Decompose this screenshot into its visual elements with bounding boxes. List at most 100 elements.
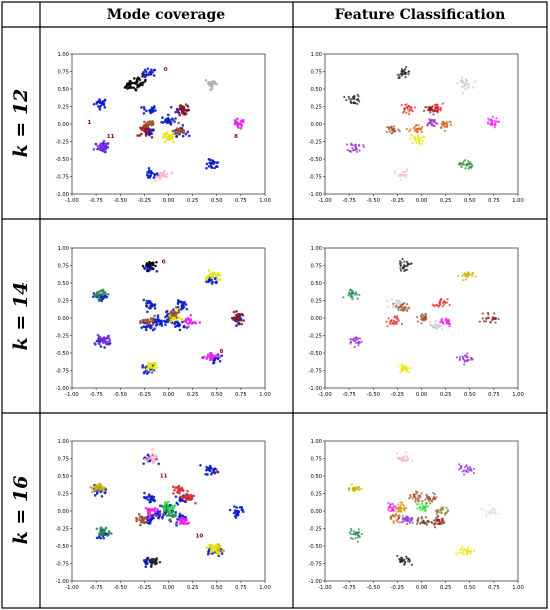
x-tick-label: -0.25 [391,392,404,398]
data-point [234,514,237,518]
data-point [169,518,172,521]
data-point [395,322,398,325]
y-tick-label: -0.25 [56,333,69,339]
y-tick-label: 0.25 [310,104,322,110]
data-point [441,508,444,511]
data-point [387,305,390,308]
data-point [173,120,176,123]
data-point [441,120,444,123]
data-point [207,543,211,547]
data-point [146,269,149,273]
data-point [446,319,449,322]
data-point [432,491,435,494]
data-point [94,294,97,298]
data-point [398,557,401,561]
data-point [398,75,401,78]
data-point [232,511,236,515]
data-point [464,167,467,170]
data-point [410,563,414,566]
data-point [164,140,167,143]
data-point [481,508,485,511]
data-point [209,472,213,476]
data-point [236,124,239,128]
data-point [207,157,211,161]
x-tick-label: -0.75 [89,198,102,204]
data-point [169,512,173,515]
data-point [142,124,146,127]
data-point [174,495,178,498]
data-point [169,506,172,509]
data-point [210,272,214,275]
data-point [358,485,361,488]
data-point [399,269,403,272]
data-point [397,503,400,506]
data-point [388,506,391,509]
data-point [460,465,463,468]
data-point [143,458,147,461]
x-tick-label: 1.00 [259,198,271,204]
data-point [403,307,406,311]
x-tick-label: 0.00 [163,198,175,204]
x-tick-label: -0.50 [367,198,380,204]
data-point [391,502,394,506]
data-point [355,336,358,340]
x-tick-label: 0.50 [464,392,476,398]
data-point [159,173,162,177]
data-point [106,342,109,346]
data-point [146,455,149,459]
data-point [433,103,436,106]
data-point [159,512,162,515]
y-tick-label: 0.00 [57,316,69,322]
data-point [401,111,405,114]
x-tick-label: 0.50 [464,585,476,591]
data-point [362,144,365,147]
data-point [177,111,181,115]
data-point [345,143,349,146]
data-point [216,470,220,474]
data-point [172,492,175,495]
data-point [175,311,178,315]
x-tick-label: -0.50 [367,392,380,398]
x-tick-label: -1.00 [318,198,331,204]
data-point [410,262,413,265]
data-point [412,126,415,129]
data-point [403,562,406,565]
data-point [154,459,158,463]
data-point [429,119,432,123]
data-point [172,308,175,311]
data-point [149,456,153,459]
data-point [403,504,406,508]
data-point [398,76,401,80]
data-point [402,306,405,309]
data-point [394,305,398,308]
data-point [411,110,414,113]
data-point [427,497,430,500]
data-point [151,448,154,452]
data-point [182,489,185,493]
data-point [427,521,431,524]
data-point [405,65,408,69]
x-tick-label: 0.25 [187,585,199,591]
data-point [89,485,93,489]
data-point [466,546,470,549]
data-point [440,511,443,514]
data-point [360,533,363,536]
data-point [352,149,355,152]
annotation-label: 1 [87,120,91,126]
data-point [152,495,156,499]
data-point [348,288,352,291]
data-point [163,503,167,507]
data-point [232,318,235,321]
data-point [158,177,162,180]
data-point [430,122,433,125]
data-point [408,497,411,500]
data-point [234,316,238,320]
data-point [151,323,155,327]
y-tick-label: -0.25 [56,139,69,145]
data-point [216,274,219,277]
data-point [459,467,462,470]
data-point [405,176,408,179]
data-point [387,509,390,512]
data-point [498,512,501,516]
data-point [401,518,404,521]
